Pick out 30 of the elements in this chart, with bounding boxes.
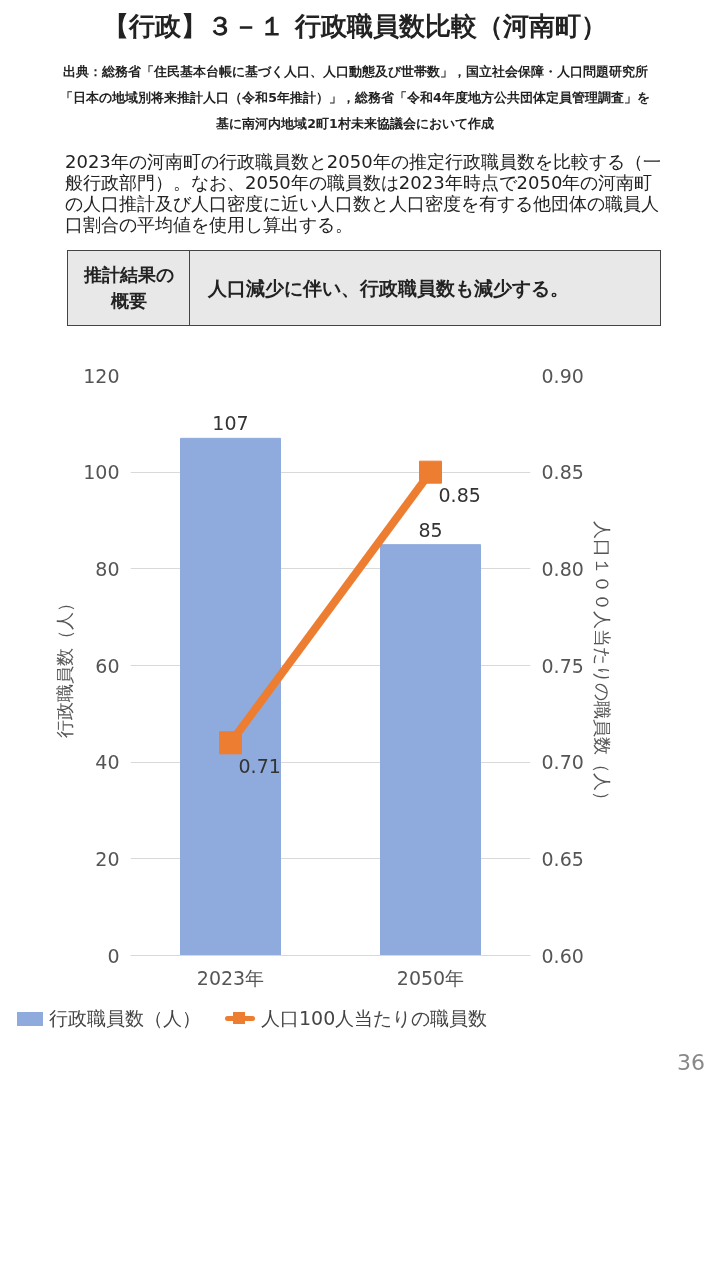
text: 36 [677, 1048, 705, 1077]
y2-tick-label: 0.60 [541, 944, 584, 967]
legend-label: 行政職員数（人） [49, 1006, 201, 1032]
y2-tick-label: 0.80 [541, 557, 584, 580]
y-axis-title: 行政職員数（人） [54, 593, 76, 738]
y2-tick-label: 0.65 [541, 847, 584, 870]
y-tick-label: 120 [83, 364, 120, 387]
text: 2023年の河南町の行政職員数と2050年の推定行政職員数を比較する（一般行政部門）。なお、2050年の職員数は2023年時点で2050年の河南町の人口推計及び人口密度に近い人口数と人口密度を有する他団体の職員人口割合の平均値を使用し算出する。 [64, 151, 662, 236]
y-tick-label: 60 [95, 654, 120, 677]
chart-subtitle: 出典：総務省「住民基本台帳に基づく人口、人口動態及び世帯数」，国立社会保障・人口問題研究所「日本の地域別将来推計人口（令和5年推計）」，総務省「令和4年度地方公共団体定員管理調査」を基に南河内地域2町1村未来協議会において作成 [59, 63, 651, 134]
text: 推計結果の概要 [68, 251, 190, 326]
y2-tick-label: 0.75 [541, 654, 584, 677]
data-label: 0.71 [238, 754, 281, 777]
chart-title: 【行政】３－１ 行政職員数比較（河南町） [103, 10, 607, 43]
y2-tick-label: 0.70 [541, 751, 584, 774]
y2-tick-label: 0.85 [541, 461, 584, 484]
text: 人口減少に伴い、行政職員数も減少する。 [207, 275, 569, 301]
y-tick-label: 40 [95, 751, 120, 774]
x-tick-label: 2050年 [396, 966, 465, 989]
y-tick-label: 20 [95, 847, 120, 870]
y2-axis-title: 人口１００人当たりの職員数（人） [591, 521, 613, 810]
data-label: 0.85 [438, 484, 481, 507]
y2-tick-label: 0.90 [541, 364, 584, 387]
legend-label: 人口100人当たりの職員数 [261, 1006, 488, 1032]
data-label: 85 [418, 518, 443, 541]
y-tick-label: 0 [107, 944, 120, 967]
y-tick-label: 100 [83, 461, 120, 484]
y-tick-label: 80 [95, 557, 120, 580]
data-label: 107 [212, 412, 249, 435]
x-tick-label: 2023年 [196, 966, 265, 989]
